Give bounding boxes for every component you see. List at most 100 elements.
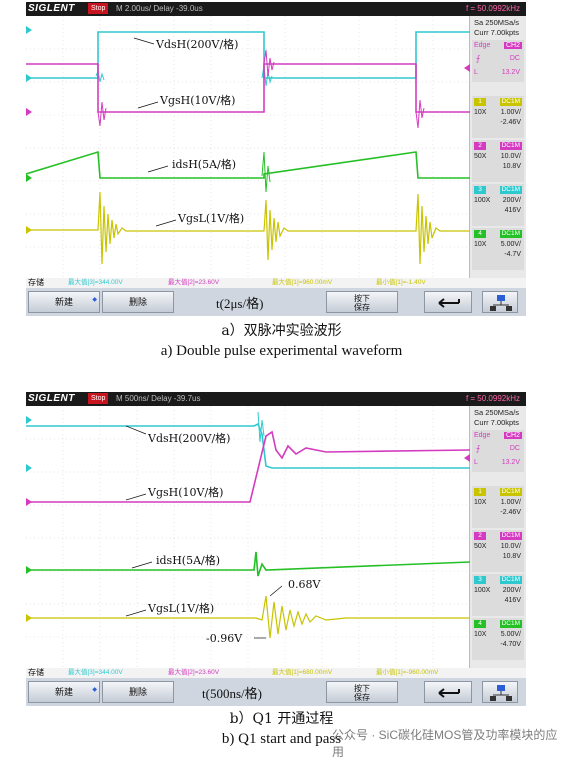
sample-rate: Sa 250MSa/s (474, 18, 520, 27)
ch-scale: 1.00V/ (500, 109, 521, 116)
save-line-1: 按下 (354, 294, 370, 303)
new-button[interactable]: 新建 ◆ (28, 681, 100, 703)
channel-box-2[interactable]: 2 DC1M 50X 10.0V/ 10.8V (472, 530, 524, 572)
trigger-channel: CH2 (503, 42, 522, 49)
trigger-coupling: DC (509, 55, 520, 62)
trace-vgsl (26, 191, 470, 265)
channel-box-4[interactable]: 4 DC1M 10X 5.00V/ -4.7V (472, 228, 524, 270)
ch-probe: 100X (474, 197, 491, 204)
ch-probe: 50X (474, 153, 487, 160)
ch-number: 4 (474, 230, 486, 238)
ch-scale: 10.0V/ (500, 153, 521, 160)
return-button[interactable] (424, 681, 472, 703)
measurement-bar: 存储 最大值[3]=344.00V 最大值[2]=23.60V 最大值[1]=9… (26, 278, 526, 288)
softkey-bar: 新建 ◆ 删除 t(500ns/格) 按下 保存 (26, 678, 526, 706)
ch-probe: 50X (474, 543, 487, 550)
ch1-marker[interactable] (26, 614, 32, 622)
new-button-label: 新建 (54, 687, 73, 697)
ch-probe: 100X (474, 587, 491, 594)
trigger-level-marker[interactable] (464, 454, 470, 462)
side-panel: Sa 250MSa/s Curr 7.00kpts Edge CH2 ⨍ DC … (470, 406, 526, 668)
ch2-marker[interactable] (26, 108, 32, 116)
ch4-marker[interactable] (26, 566, 32, 574)
ch2-marker[interactable] (26, 498, 32, 506)
ch-scale: 10.0V/ (500, 543, 521, 550)
ch1-marker[interactable] (26, 226, 32, 234)
network-button[interactable] (482, 681, 518, 703)
edge-rising-icon: ⨍ (476, 444, 481, 453)
return-button[interactable] (424, 291, 472, 313)
channel-box-1[interactable]: 1 DC1M 10X 1.00V/ -2.46V (472, 96, 524, 138)
channel-box-3[interactable]: 3 DC1M 100X 200V/ 416V (472, 574, 524, 616)
ch-scale: 5.00V/ (500, 631, 521, 638)
save-line-1: 按下 (354, 684, 370, 693)
ch-coupling: DC1M (499, 576, 522, 584)
network-icon (490, 685, 512, 701)
delete-button[interactable]: 删除 (102, 291, 174, 313)
trigger-box[interactable]: Edge CH2 ⨍ DC L 13.2V (472, 40, 524, 82)
ch-offset: -4.7V (504, 251, 521, 258)
ch3-offset-marker[interactable] (26, 464, 32, 472)
trigger-level: 13.2V (501, 459, 520, 466)
return-arrow-icon (438, 298, 460, 308)
channel-box-2[interactable]: 2 DC1M 50X 10.0V/ 10.8V (472, 140, 524, 182)
ch-coupling: DC1M (499, 488, 522, 496)
ch-number: 1 (474, 488, 486, 496)
ch-offset: -4.70V (500, 641, 521, 648)
corner-arrow-icon: ◆ (92, 687, 97, 693)
label-idsh: idsH(5A/格) (156, 553, 220, 567)
trace-idsh (26, 551, 470, 577)
ch-offset: 416V (504, 597, 521, 604)
save-button[interactable]: 按下 保存 (326, 291, 398, 313)
waveform-svg: VdsH(200V/格) VgsH(10V/格) idsH(5A/格) VgsL… (26, 16, 470, 278)
ch3-marker[interactable] (26, 416, 32, 424)
measure-4: 最小值[1]=-1.40V (376, 279, 426, 286)
ch3-marker[interactable] (26, 26, 32, 34)
label-vgsh: VgsH(10V/格) (159, 93, 235, 107)
trigger-box[interactable]: Edge CH2 ⨍ DC L 13.2V (472, 430, 524, 472)
ch4-marker[interactable] (26, 174, 32, 182)
caption-cn-a: a）双脉冲实验波形 (221, 323, 342, 339)
grid (26, 406, 470, 668)
ch-offset: -2.46V (500, 509, 521, 516)
caption-cn-b: b）Q1 开通过程 (229, 711, 334, 727)
measure-2: 最大值[2]=23.60V (168, 669, 220, 676)
delete-button-label: 删除 (128, 297, 147, 307)
ch3-offset-marker[interactable] (26, 74, 32, 82)
ch-coupling: DC1M (499, 620, 522, 628)
save-button[interactable]: 按下 保存 (326, 681, 398, 703)
frequency-readout: f = 50.0992kHz (465, 4, 520, 13)
measure-4: 最小值[1]=-960.00mV (376, 669, 439, 676)
ch-offset: 10.8V (502, 553, 521, 560)
label-vgsl: VgsL(1V/格) (147, 601, 214, 615)
network-button[interactable] (482, 291, 518, 313)
ch-probe: 10X (474, 631, 487, 638)
ch-coupling: DC1M (499, 98, 522, 106)
ch-coupling: DC1M (499, 142, 522, 150)
channel-box-3[interactable]: 3 DC1M 100X 200V/ 416V (472, 184, 524, 226)
ch-scale: 5.00V/ (500, 241, 521, 248)
new-button[interactable]: 新建 ◆ (28, 291, 100, 313)
delete-button[interactable]: 删除 (102, 681, 174, 703)
label-vgsl: VgsL(1V/格) (177, 211, 244, 225)
trace-vdsh (26, 31, 470, 79)
scope-panel-a: SIGLENT Stop M 2.00us/ Delay -39.0us f =… (26, 2, 526, 316)
waveform-plot[interactable]: VdsH(200V/格) VgsH(10V/格) idsH(5A/格) VgsL… (26, 16, 470, 278)
waveform-plot[interactable]: VdsH(200V/格) VgsH(10V/格) idsH(5A/格) VgsL… (26, 406, 470, 668)
caption-en-b: b) Q1 start and pass (221, 731, 342, 747)
ch-number: 3 (474, 186, 486, 194)
ch-number: 2 (474, 142, 486, 150)
status-badge: Stop (88, 393, 109, 404)
ch-scale: 200V/ (502, 587, 521, 594)
trace-vgsh (26, 430, 470, 503)
trigger-level-prefix: L (474, 459, 478, 466)
trigger-level-marker[interactable] (464, 64, 470, 72)
delete-button-label: 删除 (128, 687, 147, 697)
status-badge: Stop (88, 3, 109, 14)
measure-3: 最大值[1]=960.00mV (272, 279, 333, 286)
label-vdsh: VdsH(200V/格) (147, 431, 230, 445)
channel-box-1[interactable]: 1 DC1M 10X 1.00V/ -2.46V (472, 486, 524, 528)
grid (26, 16, 470, 278)
ch-scale: 200V/ (502, 197, 521, 204)
channel-box-4[interactable]: 4 DC1M 10X 5.00V/ -4.70V (472, 618, 524, 660)
